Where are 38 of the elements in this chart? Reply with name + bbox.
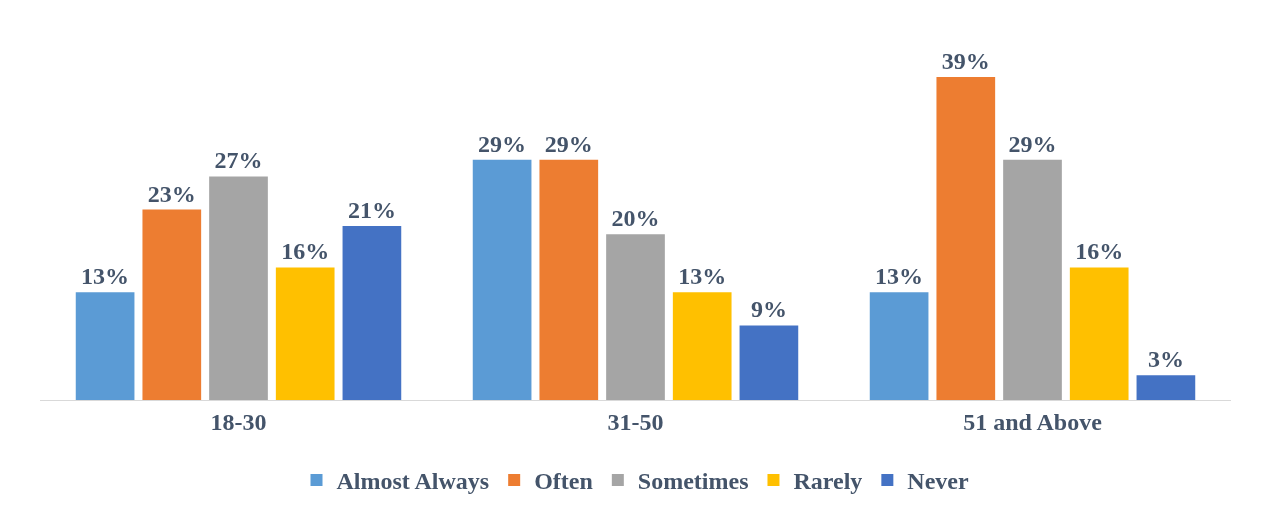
bar [472, 159, 532, 400]
bar [539, 159, 599, 400]
legend-label: Rarely [793, 468, 863, 495]
data-label: 29% [478, 130, 527, 157]
bar [606, 234, 665, 400]
data-label: 13% [875, 263, 924, 290]
data-label: 20% [611, 205, 660, 232]
bar [936, 77, 996, 400]
legend-label: Sometimes [637, 468, 749, 495]
bar [1136, 375, 1196, 400]
bar [1069, 267, 1129, 400]
bar [75, 292, 135, 400]
legend-label: Never [907, 468, 969, 495]
data-label: 3% [1147, 346, 1184, 373]
data-label: 16% [281, 238, 330, 265]
bar [869, 292, 929, 400]
bar [209, 176, 268, 400]
data-label: 29% [1008, 130, 1057, 157]
x-tick-label: 51 and Above [963, 408, 1103, 435]
bar [142, 209, 202, 400]
bar [342, 226, 402, 400]
legend-label: Often [534, 468, 593, 495]
data-label: 27% [214, 147, 263, 174]
data-label: 13% [81, 263, 130, 290]
data-label: 16% [1075, 238, 1124, 265]
x-tick-label: 18-30 [210, 408, 267, 435]
x-tick-label: 31-50 [607, 408, 664, 435]
bar [672, 292, 732, 400]
data-label: 39% [941, 48, 990, 74]
data-label: 21% [347, 197, 396, 224]
data-label: 29% [544, 130, 593, 157]
data-label: 13% [678, 263, 727, 290]
data-label: 9% [750, 296, 787, 323]
bar [275, 267, 335, 400]
bar [1003, 159, 1062, 400]
legend-label: Almost Always [336, 468, 490, 495]
data-label: 23% [147, 180, 196, 207]
bar [739, 325, 799, 400]
